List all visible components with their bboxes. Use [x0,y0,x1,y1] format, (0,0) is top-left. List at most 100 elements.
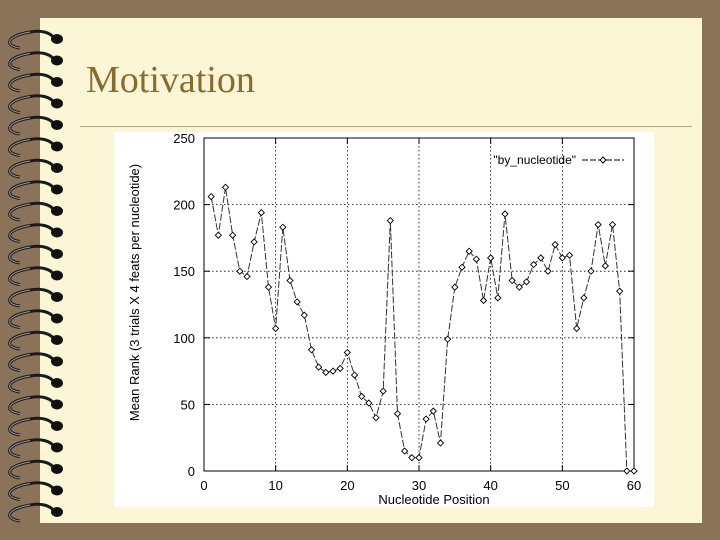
binding-ring [8,502,63,523]
binding-ring [8,201,63,222]
binding-ring [8,352,63,372]
binding-ring [8,180,63,200]
binding-ring [8,395,63,415]
data-point [214,231,222,239]
axis-ticks: 0 10 20 30 40 50 60 0 50 100 150 200 250 [173,132,641,493]
data-point [465,247,473,255]
binding-ring [8,373,63,394]
data-point [544,267,552,275]
data-point [336,364,344,373]
binding-ring [8,438,63,458]
binding-ring [8,287,63,308]
x-tick-label: 40 [483,478,497,493]
binding-ring [8,29,63,50]
x-tick-label: 0 [200,478,207,493]
y-tick-label: 100 [173,331,195,346]
data-point [623,467,631,475]
data-point [279,223,287,231]
data-point [479,296,488,305]
data-point [551,240,559,249]
data-point [501,210,509,218]
y-tick-label: 200 [173,198,195,213]
data-point [286,276,294,285]
legend: "by_nucleotide" [493,153,624,167]
x-tick-label: 60 [627,478,641,493]
binding-ring [8,330,63,351]
x-tick-label: 20 [340,478,354,493]
data-point [522,278,531,286]
series-group [207,183,638,475]
x-axis-label: Nucleotide Position [378,492,489,507]
data-point [515,283,523,291]
y-tick-label: 250 [173,132,195,146]
data-point [472,255,480,263]
title-divider [80,126,692,127]
binding-ring [8,416,63,437]
data-point [451,283,459,291]
data-point [315,363,323,371]
data-point [293,298,301,306]
y-tick-label: 150 [173,264,195,279]
legend-label: "by_nucleotide" [493,153,576,167]
binding-ring [8,137,63,157]
binding-ring [8,115,63,136]
data-point [322,368,330,377]
y-tick-label: 50 [181,397,195,412]
binding-ring [8,266,63,286]
data-point [537,254,545,262]
line-chart: 0 10 20 30 40 50 60 0 50 100 150 200 250 "by_nucleot… [114,132,654,507]
data-point [444,335,452,343]
data-point [229,231,237,239]
data-point [365,399,373,407]
binding-ring [8,94,63,114]
data-point [558,254,566,262]
data-point [343,348,351,357]
data-point [587,267,595,275]
data-point [608,220,617,229]
data-point [350,371,359,379]
data-point [264,283,273,291]
binding-ring [8,309,63,329]
binding-ring [8,72,63,93]
data-point [358,392,366,401]
data-point [594,220,602,229]
data-point [372,414,380,422]
data-point [207,192,215,201]
x-tick-label: 10 [268,478,282,493]
data-point [415,454,423,462]
data-point [573,324,581,333]
data-point [630,467,638,475]
data-point [257,208,265,217]
series-line [210,187,634,472]
x-tick-label: 30 [412,478,426,493]
data-point [530,260,538,269]
data-point [393,410,402,418]
binding-ring [8,481,63,501]
binding-ring [8,51,63,71]
chart-grid [204,138,634,471]
data-point [250,238,258,246]
data-point [487,254,495,262]
data-point [401,447,409,455]
data-point [300,311,308,319]
spiral-binding [8,29,63,523]
data-point [429,407,437,415]
plot-frame [203,137,635,472]
data-point [408,454,416,462]
data-point [236,267,244,275]
data-point [221,183,230,191]
data-point [436,439,445,447]
data-point [458,263,466,271]
data-point [272,324,280,333]
y-axis-label: Mean Rank (3 trials X 4 feats per nucleo… [127,164,142,421]
data-point [565,251,574,259]
y-tick-label: 0 [188,464,195,479]
data-point [601,262,609,270]
data-point [386,216,394,225]
x-tick-label: 50 [555,478,569,493]
binding-ring [8,223,63,243]
data-point [494,294,502,302]
data-point [379,387,387,395]
data-point [616,287,624,295]
binding-ring [8,158,63,179]
